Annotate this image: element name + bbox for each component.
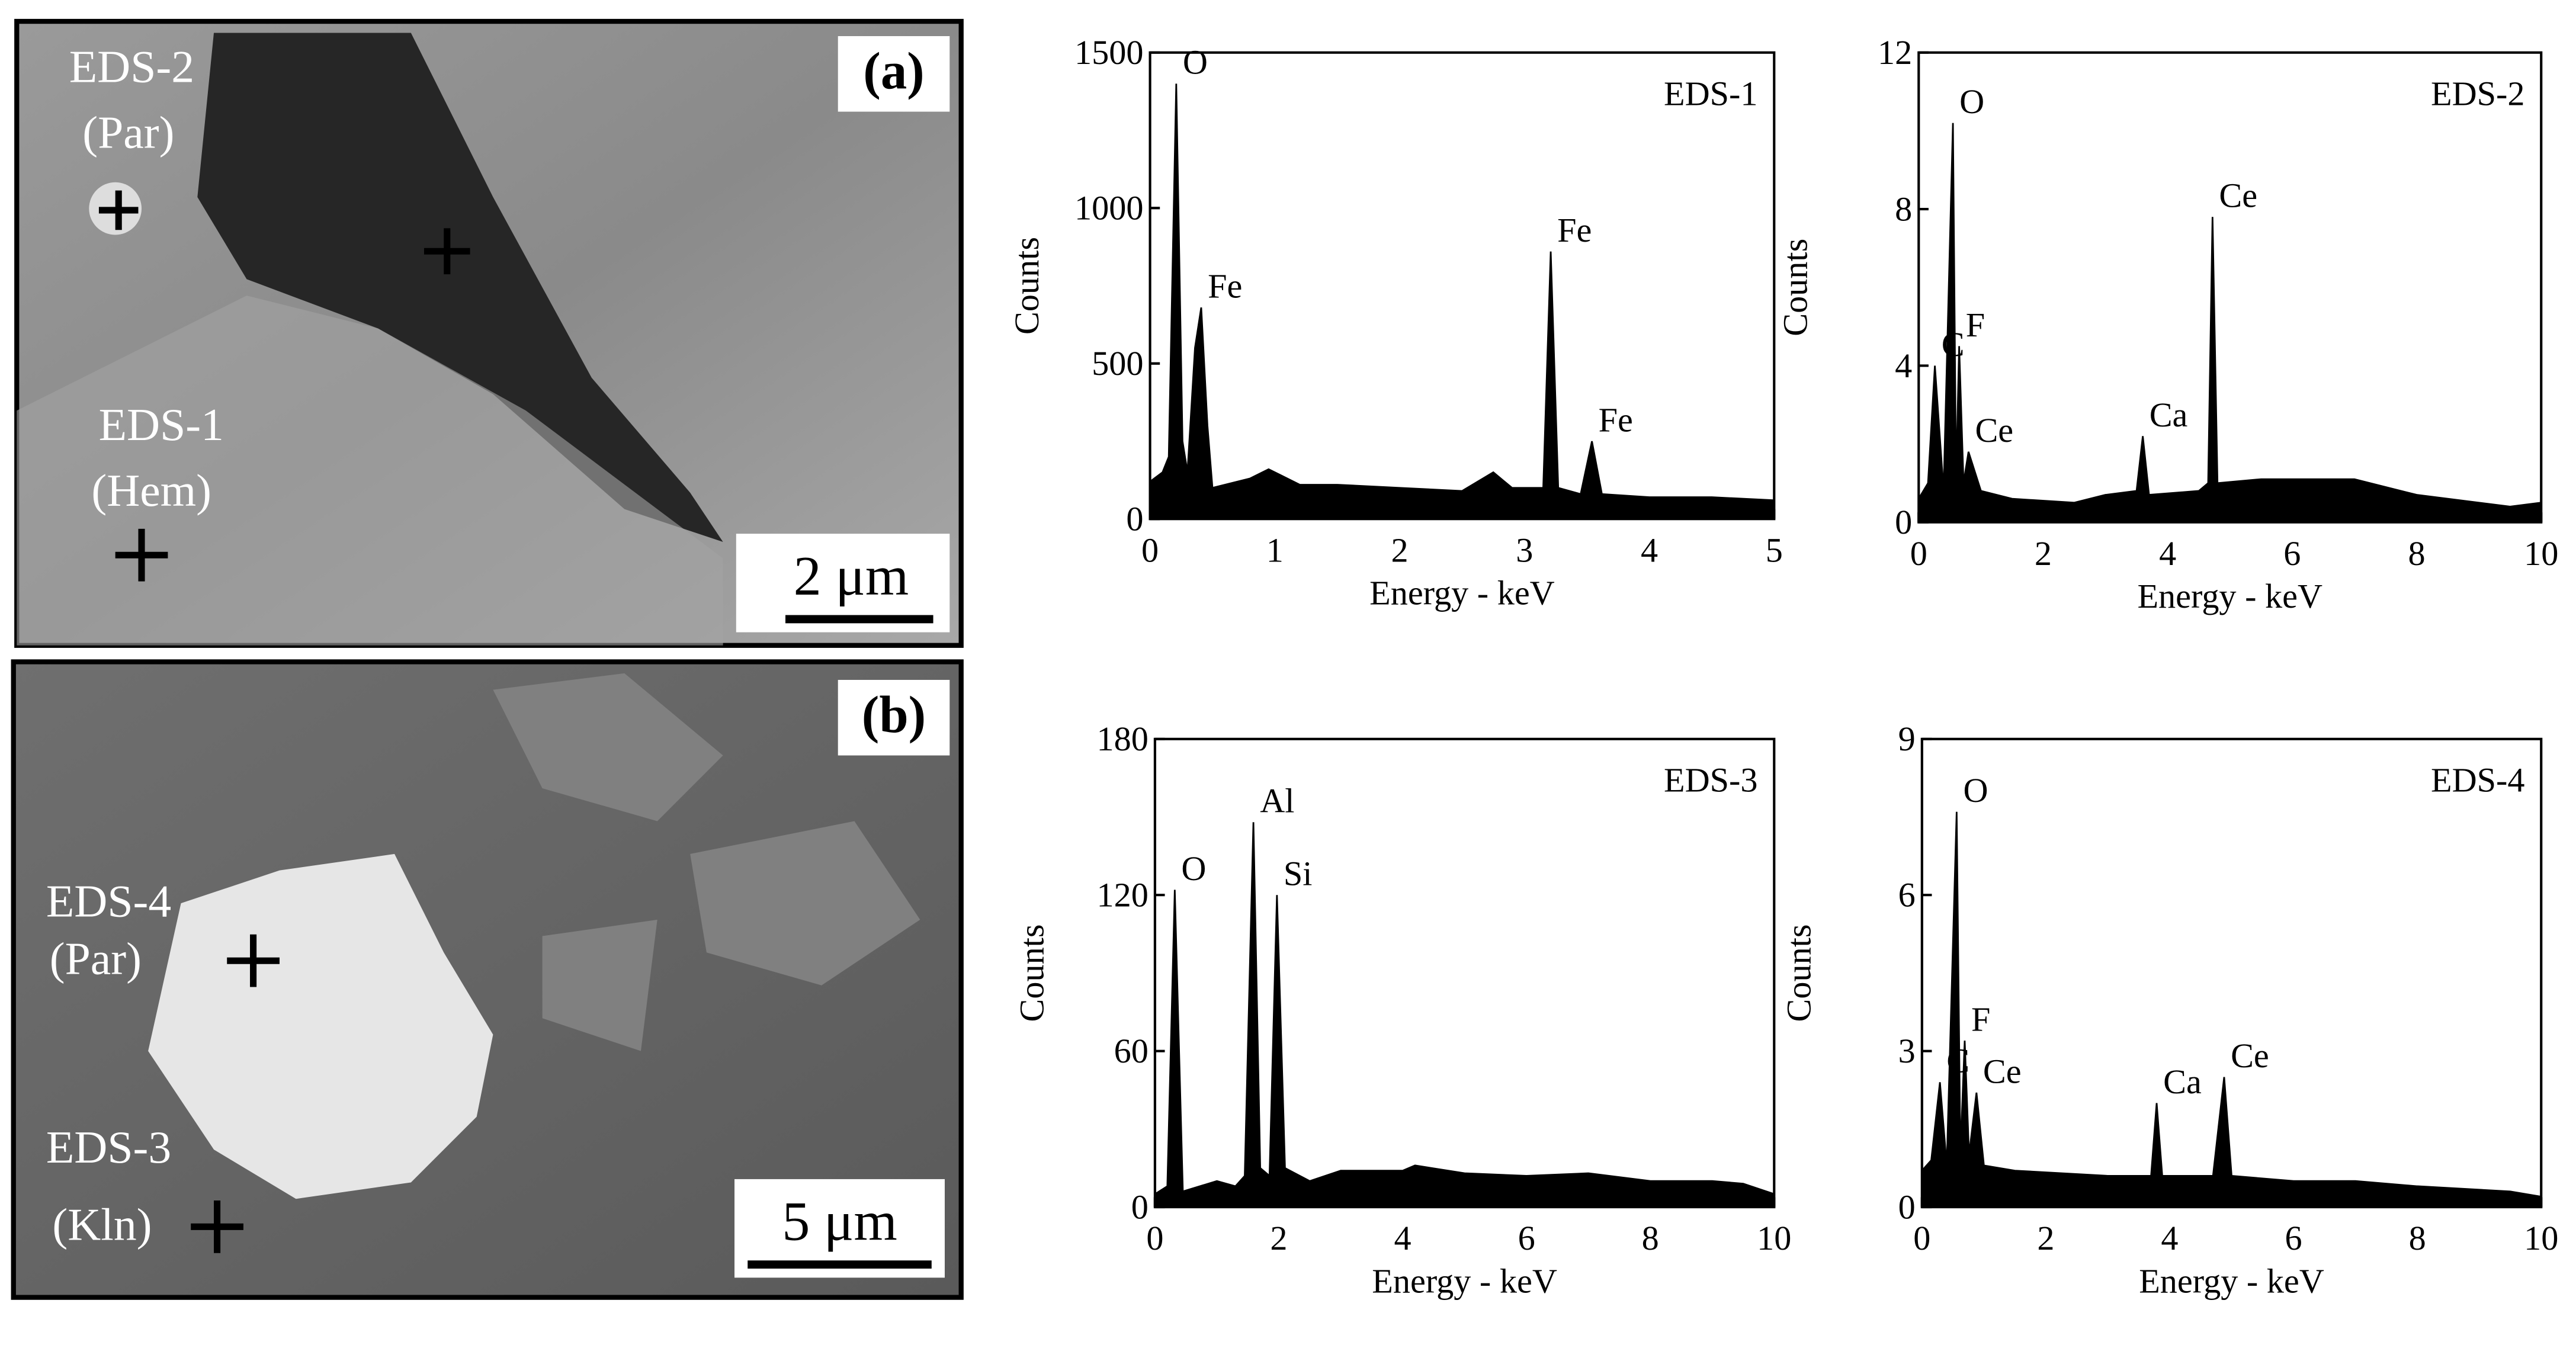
x-tick-label: 10 [2524, 534, 2558, 573]
x-tick-label: 8 [2408, 534, 2425, 573]
y-tick-label: 0 [1895, 503, 1912, 541]
y-tick-label: 9 [1898, 720, 1916, 758]
x-axis-label: Energy - keV [1369, 573, 1555, 612]
peak-label: C [1942, 325, 1965, 364]
sem-image-b [11, 659, 964, 1300]
plot-frame [1149, 51, 1776, 521]
chart-title: EDS-1 [1664, 74, 1757, 113]
plot-frame [1920, 737, 2543, 1209]
peak-label: Ce [2231, 1036, 2269, 1075]
y-axis-label: Counts [1008, 237, 1046, 335]
image-label: (Hem) [91, 465, 211, 516]
peak-label: O [1181, 849, 1206, 888]
chart-title: EDS-4 [2431, 761, 2524, 800]
peak-label: Ce [1975, 411, 2013, 450]
image-label: EDS-3 [46, 1122, 171, 1173]
x-axis-label: Energy - keV [1372, 1261, 1557, 1300]
peak-label: O [1183, 43, 1208, 82]
x-tick-label: 0 [1913, 1219, 1930, 1257]
panel-label: (b) [862, 686, 926, 744]
image-label: EDS-4 [46, 875, 171, 926]
x-tick-label: 8 [2409, 1219, 2426, 1257]
y-tick-label: 0 [1126, 500, 1143, 538]
y-tick-label: 12 [1878, 33, 1912, 72]
x-axis-label: Energy - keV [2139, 1261, 2324, 1300]
peak-label: Ca [2150, 396, 2188, 434]
x-tick-label: 0 [1910, 534, 1927, 573]
x-tick-label: 6 [2283, 534, 2301, 573]
peak-label: Fe [1208, 267, 1242, 306]
plot-frame [1917, 51, 2543, 524]
peak-label: Fe [1557, 211, 1592, 249]
peak-label: F [1966, 306, 1985, 344]
x-tick-label: 2 [1270, 1219, 1287, 1257]
y-axis-label: Counts [1779, 924, 1818, 1022]
spectrum [1154, 822, 1775, 1208]
x-tick-label: 6 [2285, 1219, 2302, 1257]
scale-bar-label: 2 μm [794, 545, 909, 607]
y-tick-label: 1500 [1074, 33, 1143, 72]
x-tick-label: 6 [1518, 1219, 1535, 1257]
image-label: EDS-2 [69, 41, 194, 92]
x-tick-label: 5 [1766, 531, 1783, 569]
x-tick-label: 1 [1266, 531, 1284, 569]
y-tick-label: 3 [1898, 1032, 1916, 1070]
peak-label: Ce [2219, 176, 2257, 215]
x-tick-label: 0 [1141, 531, 1159, 569]
x-axis-label: Energy - keV [2137, 577, 2322, 615]
y-tick-label: 4 [1895, 346, 1912, 385]
y-tick-label: 1000 [1074, 189, 1143, 227]
image-label: (Kln) [52, 1199, 152, 1250]
x-tick-label: 2 [2037, 1219, 2054, 1257]
y-tick-label: 8 [1895, 190, 1912, 228]
spectrum [1917, 123, 2542, 524]
spectrum [1921, 811, 2542, 1208]
peak-label: C [1946, 1042, 1969, 1080]
sem-image-a [14, 18, 964, 648]
peak-label: O [1963, 771, 1988, 810]
peak-label: Fe [1599, 400, 1633, 439]
y-axis-label: Counts [1012, 924, 1051, 1022]
y-tick-label: 0 [1131, 1187, 1149, 1226]
x-tick-label: 8 [1642, 1219, 1659, 1257]
peak-label: F [1971, 1000, 1990, 1038]
y-tick-label: 180 [1096, 720, 1148, 758]
y-tick-label: 60 [1114, 1032, 1149, 1070]
image-label: EDS-1 [99, 399, 224, 450]
peak-label: Si [1284, 855, 1313, 893]
y-tick-label: 0 [1898, 1187, 1916, 1226]
x-tick-label: 2 [2035, 534, 2052, 573]
y-tick-label: 120 [1096, 876, 1148, 914]
y-tick-label: 6 [1898, 876, 1916, 914]
chart-title: EDS-2 [2431, 74, 2524, 113]
peak-label: O [1959, 82, 1984, 121]
x-tick-label: 10 [1757, 1219, 1791, 1257]
x-tick-label: 2 [1391, 531, 1409, 569]
image-label: (Par) [50, 933, 142, 984]
x-tick-label: 3 [1516, 531, 1533, 569]
peak-label: Ce [1983, 1052, 2022, 1090]
x-tick-label: 0 [1146, 1219, 1163, 1257]
x-tick-label: 4 [2159, 534, 2176, 573]
y-axis-label: Counts [1776, 239, 1815, 336]
chart-title: EDS-3 [1664, 761, 1757, 800]
x-tick-label: 4 [1394, 1219, 1411, 1257]
y-tick-label: 500 [1092, 344, 1143, 383]
x-tick-label: 4 [1641, 531, 1658, 569]
peak-label: Ca [2163, 1062, 2202, 1101]
image-label: (Par) [82, 107, 174, 158]
x-tick-label: 4 [2161, 1219, 2178, 1257]
peak-label: Al [1260, 782, 1294, 820]
scale-bar-label: 5 μm [782, 1191, 897, 1253]
x-tick-label: 10 [2524, 1219, 2558, 1257]
spectrum [1149, 84, 1775, 520]
panel-label: (a) [863, 43, 924, 101]
